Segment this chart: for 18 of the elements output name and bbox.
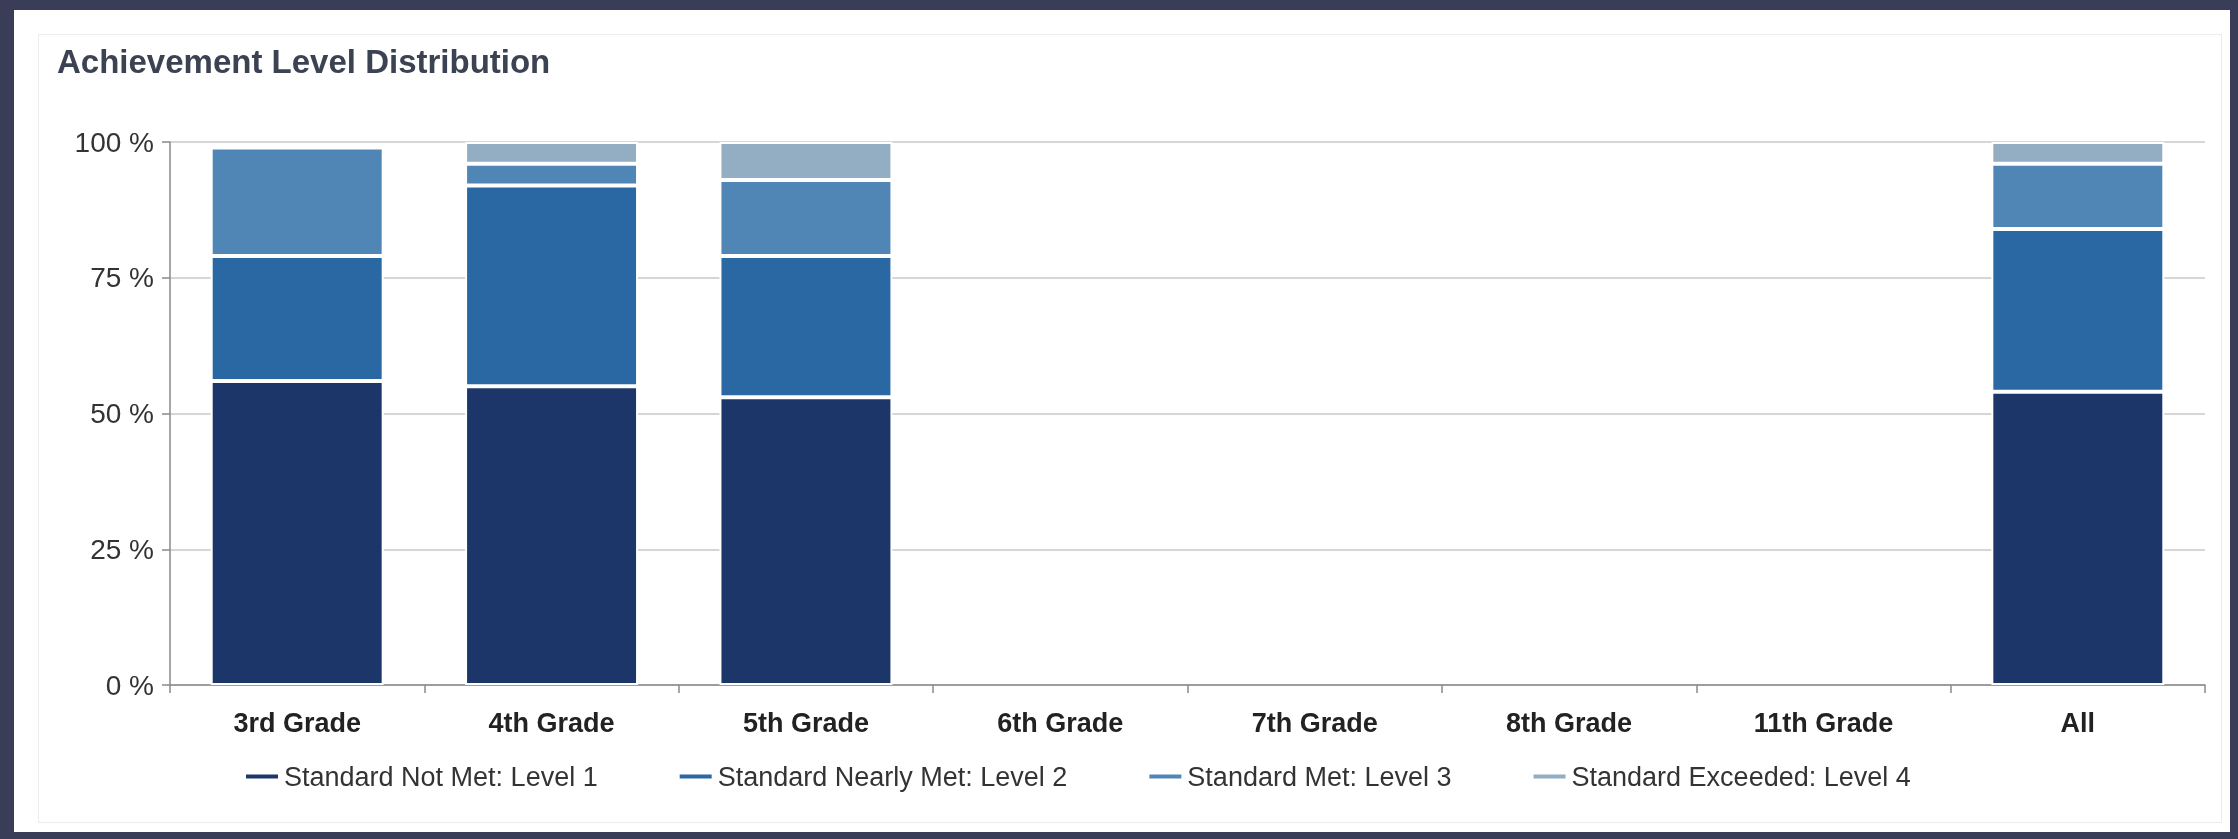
- y-tick-label: 0 %: [105, 669, 154, 701]
- y-tick-label: 50 %: [90, 398, 154, 429]
- x-tick-label: 5th Grade: [742, 707, 869, 738]
- x-tick-label: 4th Grade: [488, 707, 615, 738]
- chart-title: Achievement Level Distribution: [57, 43, 551, 80]
- legend-label: Standard Exceeded: Level 4: [1571, 761, 1911, 792]
- x-tick-label: 3rd Grade: [233, 707, 361, 738]
- x-tick-label: All: [2060, 707, 2096, 738]
- x-tick-label: 11th Grade: [1753, 707, 1894, 738]
- x-tick-label: 7th Grade: [1251, 707, 1378, 738]
- legend-label: Standard Nearly Met: Level 2: [717, 761, 1068, 792]
- x-tick-label: 8th Grade: [1506, 707, 1633, 738]
- x-tick-label: 6th Grade: [997, 707, 1124, 738]
- y-tick-label: 25 %: [90, 533, 154, 565]
- y-tick-label: 100 %: [74, 126, 154, 158]
- legend-label: Standard Met: Level 3: [1187, 761, 1452, 792]
- y-tick-label: 75 %: [90, 262, 154, 294]
- legend-label: Standard Not Met: Level 1: [284, 761, 598, 792]
